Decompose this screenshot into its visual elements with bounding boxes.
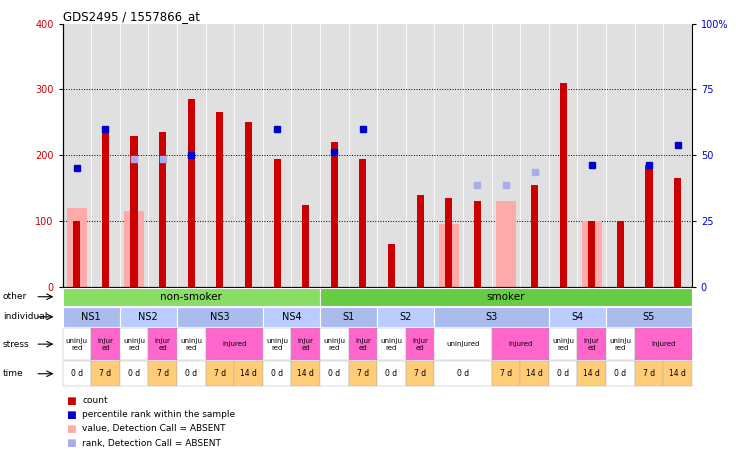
Text: 7 d: 7 d xyxy=(643,369,655,378)
Text: injured: injured xyxy=(651,341,676,347)
Text: 0 d: 0 d xyxy=(557,369,569,378)
Text: uninjured: uninjured xyxy=(446,341,480,347)
Bar xyxy=(645,165,653,287)
Text: 0 d: 0 d xyxy=(71,369,83,378)
Text: 7 d: 7 d xyxy=(357,369,369,378)
Text: 14 d: 14 d xyxy=(297,369,314,378)
Bar xyxy=(102,129,109,287)
Text: ■: ■ xyxy=(66,410,76,420)
Bar xyxy=(496,201,516,287)
Text: count: count xyxy=(82,396,108,405)
Bar xyxy=(74,221,80,287)
Text: S2: S2 xyxy=(400,312,412,322)
Text: ■: ■ xyxy=(66,424,76,434)
Text: uninju
red: uninju red xyxy=(266,337,288,351)
Text: ■: ■ xyxy=(66,438,76,448)
Text: uninju
red: uninju red xyxy=(123,337,145,351)
Text: smoker: smoker xyxy=(486,292,526,302)
Bar xyxy=(588,221,595,287)
Text: injur
ed: injur ed xyxy=(155,337,171,351)
Text: injur
ed: injur ed xyxy=(584,337,600,351)
Text: ■: ■ xyxy=(66,395,76,406)
Bar xyxy=(67,208,87,287)
Text: 0 d: 0 d xyxy=(271,369,283,378)
Text: 7 d: 7 d xyxy=(500,369,512,378)
Bar xyxy=(124,211,144,287)
Text: 0 d: 0 d xyxy=(328,369,340,378)
Text: S5: S5 xyxy=(643,312,655,322)
Text: percentile rank within the sample: percentile rank within the sample xyxy=(82,410,236,419)
Bar xyxy=(330,142,338,287)
Text: 0 d: 0 d xyxy=(457,369,469,378)
Text: 0 d: 0 d xyxy=(615,369,626,378)
Text: uninju
red: uninju red xyxy=(609,337,631,351)
Text: value, Detection Call = ABSENT: value, Detection Call = ABSENT xyxy=(82,425,226,433)
Bar xyxy=(674,178,681,287)
Text: 14 d: 14 d xyxy=(584,369,600,378)
Text: other: other xyxy=(3,292,27,301)
Text: NS4: NS4 xyxy=(282,312,301,322)
Bar xyxy=(417,195,424,287)
Text: uninju
red: uninju red xyxy=(323,337,345,351)
Text: injur
ed: injur ed xyxy=(298,337,314,351)
Text: 7 d: 7 d xyxy=(214,369,226,378)
Bar xyxy=(531,185,538,287)
Text: injured: injured xyxy=(508,341,532,347)
Text: 14 d: 14 d xyxy=(526,369,543,378)
Text: uninju
red: uninju red xyxy=(552,337,574,351)
Bar xyxy=(474,201,481,287)
Bar xyxy=(617,221,624,287)
Bar xyxy=(445,198,453,287)
Text: 14 d: 14 d xyxy=(240,369,257,378)
Text: 7 d: 7 d xyxy=(99,369,112,378)
Bar xyxy=(245,122,252,287)
Bar xyxy=(439,224,459,287)
Text: stress: stress xyxy=(3,340,29,348)
Text: 7 d: 7 d xyxy=(414,369,426,378)
Text: 14 d: 14 d xyxy=(669,369,686,378)
Text: 0 d: 0 d xyxy=(128,369,140,378)
Bar xyxy=(188,100,195,287)
Text: 0 d: 0 d xyxy=(185,369,197,378)
Bar xyxy=(359,158,367,287)
Bar xyxy=(159,132,166,287)
Bar xyxy=(559,83,567,287)
Bar xyxy=(302,205,309,287)
Text: rank, Detection Call = ABSENT: rank, Detection Call = ABSENT xyxy=(82,439,222,447)
Text: injur
ed: injur ed xyxy=(355,337,371,351)
Text: injur
ed: injur ed xyxy=(412,337,428,351)
Text: GDS2495 / 1557866_at: GDS2495 / 1557866_at xyxy=(63,9,199,23)
Text: non-smoker: non-smoker xyxy=(160,292,222,302)
Text: uninju
red: uninju red xyxy=(66,337,88,351)
Text: NS3: NS3 xyxy=(210,312,230,322)
Text: NS1: NS1 xyxy=(82,312,101,322)
Text: S1: S1 xyxy=(342,312,355,322)
Text: uninju
red: uninju red xyxy=(180,337,202,351)
Bar xyxy=(581,221,602,287)
Text: time: time xyxy=(3,369,24,378)
Text: S3: S3 xyxy=(486,312,498,322)
Text: S4: S4 xyxy=(571,312,584,322)
Text: injur
ed: injur ed xyxy=(98,337,113,351)
Bar xyxy=(388,244,395,287)
Text: NS2: NS2 xyxy=(138,312,158,322)
Text: individual: individual xyxy=(3,312,47,321)
Text: uninju
red: uninju red xyxy=(381,337,403,351)
Text: 0 d: 0 d xyxy=(386,369,397,378)
Bar xyxy=(274,158,280,287)
Text: 7 d: 7 d xyxy=(157,369,169,378)
Bar xyxy=(130,136,138,287)
Bar xyxy=(216,112,224,287)
Text: injured: injured xyxy=(222,341,247,347)
